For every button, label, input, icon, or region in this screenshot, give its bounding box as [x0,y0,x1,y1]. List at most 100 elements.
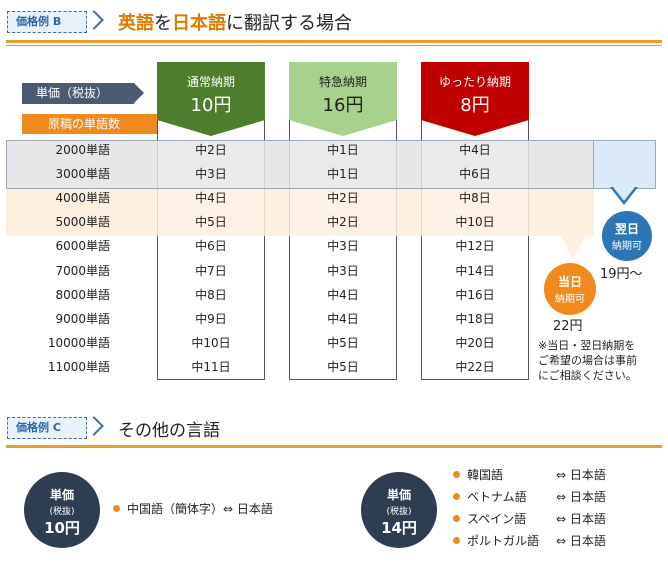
cell-relaxed: 中22日 [455,359,495,374]
next-day-pointer-fill [613,187,635,201]
circle-line2: (税抜) [49,507,75,517]
bullet-dot [453,493,460,500]
same-day-badge-line1: 当日 [557,275,582,289]
price-circle-right: 単価 (税抜) 14円 [361,472,437,548]
bullet-dot [453,537,460,544]
language-name: ポルトガル語 [467,534,540,548]
row-word-count: 8000単語 [55,287,110,302]
cell-relaxed: 中12日 [455,239,495,254]
cell-relaxed: 中6日 [459,167,491,182]
same-day-badge-line2: 納期可 [555,294,585,305]
cell-express: 中3日 [327,239,359,254]
note-line: ご希望の場合は事前 [538,354,637,367]
cell-relaxed: 中14日 [455,263,495,278]
row-word-count: 5000単語 [55,215,110,230]
price-example-c-tag: 価格例 C [7,416,107,439]
cell-normal: 中9日 [195,311,227,326]
chevron-right-icon [84,416,104,436]
section-b-rule-thin [6,45,662,46]
column-arrow [421,120,529,136]
cell-relaxed: 中10日 [455,215,495,230]
cell-express: 中1日 [327,143,359,157]
cell-express: 中4日 [327,311,359,326]
cell-relaxed: 中20日 [455,335,495,350]
row-word-count: 3000単語 [55,167,110,182]
cell-normal: 中2日 [195,143,227,157]
cell-express: 中5日 [327,359,359,374]
bullet-dot [453,471,460,478]
cell-relaxed: 中8日 [459,191,491,206]
word-count-label: 原稿の単語数 [22,114,169,134]
cell-express: 中3日 [327,263,359,278]
chevron-right-icon [84,10,104,30]
column-price: 8円 [460,95,490,116]
row-word-count: 2000単語 [55,143,110,157]
same-day-price: 22円 [553,319,583,334]
cell-normal: 中7日 [195,263,227,278]
title-source-lang: 英語 [118,13,154,34]
cell-express: 中2日 [327,191,359,206]
cell-express: 中4日 [327,287,359,302]
section-c-rule [6,445,662,448]
cell-relaxed: 中4日 [459,143,491,157]
cell-relaxed: 中18日 [455,311,495,326]
column-name: 特急納期 [318,75,367,89]
language-target: ⇔ 日本語 [556,534,606,548]
column-arrow [289,120,397,136]
cell-normal: 中4日 [195,191,227,206]
circle-price: 14円 [381,519,417,537]
cell-normal: 中6日 [195,239,227,254]
row-word-count: 10000単語 [47,335,110,350]
column-arrow [157,120,265,136]
price-circle-left: 単価 (税抜) 10円 [24,472,100,548]
language-target: ⇔ 日本語 [556,490,606,504]
unit-price-label: 単価（税抜） [22,83,144,104]
column-name: 通常納期 [186,75,235,89]
cell-relaxed: 中16日 [455,287,495,302]
language-pair: 中国語（簡体字）⇔ 日本語 [127,502,273,516]
language-target: ⇔ 日本語 [556,512,606,526]
row-word-count: 4000単語 [55,191,110,206]
next-day-badge: 翌日 納期可 [602,211,652,261]
column-head-normal: 通常納期 10円 [157,62,265,120]
same-day-pointer [561,236,585,260]
next-day-badge-line1: 翌日 [614,222,639,236]
column-name: ゆったり納期 [438,75,511,89]
column-head-relaxed: ゆったり納期 8円 [421,62,529,120]
band-orange-overlay [6,189,594,236]
language-name: ベトナム語 [467,490,527,504]
tag-label: 価格例 B [7,11,87,33]
bullet-dot [113,505,120,512]
row-word-count: 7000単語 [55,263,110,278]
same-day-badge: 当日 納期可 [544,263,596,315]
highlight-band-blue [594,140,656,189]
bullet-dot [453,515,460,522]
tag-label: 価格例 C [7,417,87,439]
section-b-rule [6,40,662,43]
cell-normal: 中11日 [191,359,231,374]
cell-express: 中5日 [327,335,359,350]
column-price: 16円 [322,95,364,116]
price-example-b-tag: 価格例 B [7,10,107,33]
cell-normal: 中5日 [195,215,227,230]
title-particle: を [154,13,172,34]
cell-normal: 中8日 [195,287,227,302]
language-target: ⇔ 日本語 [556,468,606,482]
circle-price: 10円 [44,519,80,537]
band-gray-overlay [6,140,594,189]
column-head-express: 特急納期 16円 [289,62,397,120]
row-word-count: 9000単語 [55,311,110,326]
note-line: ※当日・翌日納期を [538,339,636,352]
next-day-price: 19円～ [600,267,643,282]
section-c-title: その他の言語 [118,421,220,441]
note-line: にご相談ください。 [538,369,637,382]
cell-normal: 中10日 [191,335,231,350]
cell-express: 中1日 [327,167,359,182]
column-price: 10円 [190,95,232,116]
advance-notice-note: ※当日・翌日納期を ご希望の場合は事前 にご相談ください。 [538,338,637,383]
circle-line1: 単価 [49,488,74,502]
next-day-badge-line2: 納期可 [612,241,642,252]
circle-line2: (税抜) [386,507,412,517]
language-name: 韓国語 [467,468,504,482]
cell-express: 中2日 [327,215,359,230]
